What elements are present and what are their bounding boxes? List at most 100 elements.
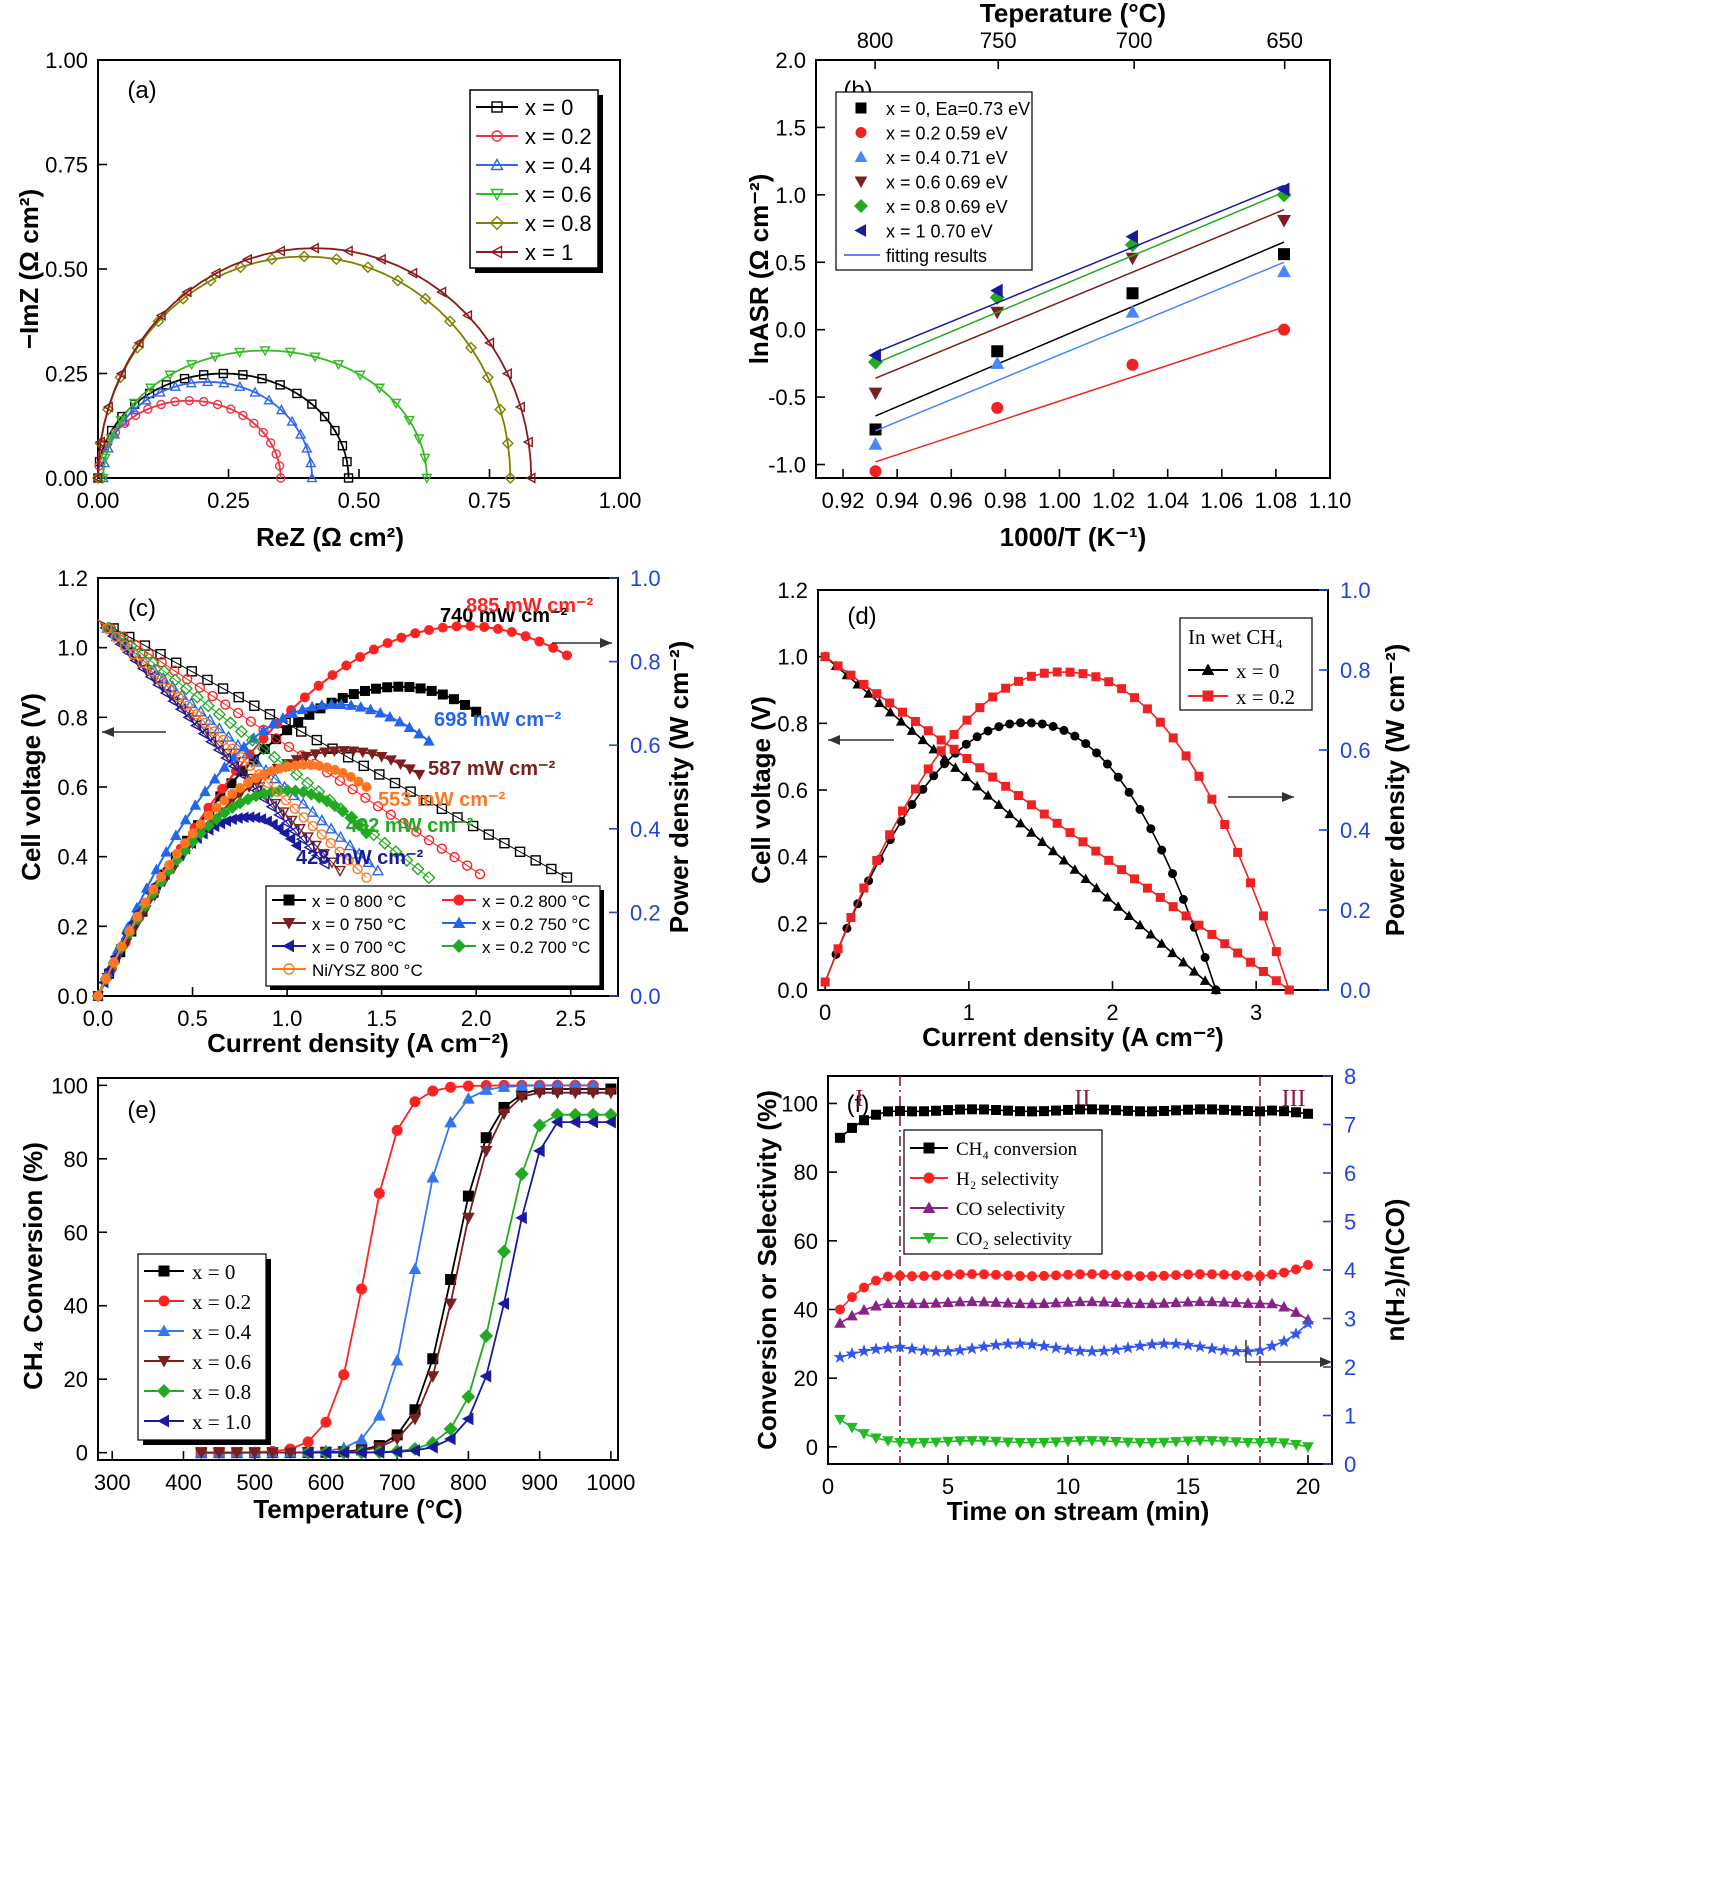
series-point — [234, 261, 247, 274]
voltage-point — [241, 747, 254, 759]
series-point — [990, 1436, 1002, 1448]
voltage-point — [906, 725, 918, 735]
voltage-point — [137, 657, 148, 668]
voltage-point — [1258, 966, 1268, 976]
voltage-point — [307, 820, 319, 832]
x-tick-label: 1 — [963, 1000, 975, 1025]
y-tick-label: 0.25 — [45, 362, 88, 387]
series-point — [184, 395, 195, 406]
power-point — [93, 991, 103, 1001]
voltage-point — [318, 857, 330, 870]
legend-box — [265, 885, 601, 987]
series-point — [504, 472, 517, 484]
power-point — [116, 941, 127, 952]
voltage-point — [1065, 828, 1075, 838]
panel-label: (f) — [847, 1091, 870, 1118]
series-point — [419, 453, 431, 464]
power-point — [1039, 668, 1049, 678]
series-point — [568, 1115, 581, 1129]
voltage-point — [1037, 836, 1048, 846]
power-point — [225, 801, 239, 814]
power-point — [361, 782, 372, 792]
series-point — [918, 1297, 930, 1309]
series-point — [894, 1437, 906, 1449]
series-point — [497, 1080, 511, 1092]
series-point — [419, 292, 432, 305]
power-point — [1211, 985, 1221, 995]
voltage-point — [212, 743, 224, 756]
series-point — [462, 1190, 474, 1202]
power-point — [940, 759, 950, 769]
series-point — [533, 1087, 546, 1100]
voltage-point — [353, 847, 366, 859]
series-point — [319, 411, 330, 422]
series-point — [1121, 1341, 1135, 1354]
series-point — [226, 404, 236, 414]
series-point — [1159, 1105, 1169, 1116]
series-point — [308, 242, 319, 254]
legend-label: x = 1 0.70 eV — [886, 222, 993, 242]
legend-label: x = 0.2 — [525, 124, 592, 149]
series-point — [1086, 1295, 1098, 1307]
series-point — [1063, 1269, 1073, 1280]
series-point — [283, 1447, 297, 1460]
voltage-point — [361, 872, 372, 883]
series-point — [133, 337, 144, 349]
series-point — [931, 1105, 941, 1116]
series-point — [284, 347, 296, 358]
power-point — [1168, 869, 1178, 879]
series-point — [870, 1299, 882, 1311]
power-point — [1026, 718, 1036, 728]
power-point — [250, 773, 261, 784]
voltage-point — [1069, 864, 1081, 874]
voltage-point — [298, 812, 310, 823]
legend-label: x = 0 700 °C — [312, 938, 406, 957]
power-point — [404, 682, 415, 693]
legend-marker — [923, 1142, 935, 1154]
voltage-point — [1078, 837, 1088, 847]
series-point — [918, 1438, 930, 1449]
voltage-point — [1052, 818, 1062, 828]
series-point — [249, 418, 259, 429]
series-point — [919, 1106, 929, 1117]
power-point — [1117, 684, 1127, 694]
voltage-point — [1233, 948, 1243, 958]
voltage-point — [872, 689, 882, 699]
peak-label: 428 mW cm⁻² — [296, 847, 424, 869]
voltage-point — [333, 865, 347, 878]
series-point — [955, 1269, 965, 1280]
y-right-tick-label: 3 — [1344, 1307, 1356, 1332]
voltage-point — [212, 707, 226, 721]
y-tick-label: 80 — [64, 1147, 88, 1172]
y-right-tick-label: 6 — [1344, 1161, 1356, 1186]
voltage-point — [293, 824, 306, 836]
y-tick-label: 20 — [794, 1366, 818, 1391]
y-right-tick-label: 0.4 — [630, 817, 661, 842]
series-point — [1266, 1437, 1278, 1448]
series-point — [1278, 1438, 1290, 1449]
series-line-4 — [839, 1322, 1309, 1359]
power-point — [1065, 667, 1075, 677]
series-point — [991, 1269, 1001, 1280]
series-point — [390, 398, 402, 409]
voltage-point — [923, 726, 933, 736]
series-point — [286, 415, 298, 426]
legend-box — [903, 1129, 1103, 1255]
voltage-point — [1091, 846, 1101, 856]
legend-label: x = 0.4 — [525, 153, 592, 178]
series-point — [390, 1353, 404, 1366]
series-point — [479, 1328, 494, 1343]
data-point — [1126, 358, 1139, 371]
y-right-tick-label: 2 — [1344, 1355, 1356, 1380]
series-point — [330, 425, 340, 436]
voltage-point — [273, 808, 285, 822]
x-tick-label: 0.5 — [177, 1006, 208, 1031]
series-point — [1063, 1104, 1073, 1115]
series-point — [444, 1115, 457, 1128]
voltage-point — [1117, 865, 1127, 875]
power-point — [374, 706, 387, 718]
voltage-line-4 — [97, 619, 326, 864]
voltage-point — [288, 824, 300, 838]
voltage-point — [474, 868, 486, 880]
